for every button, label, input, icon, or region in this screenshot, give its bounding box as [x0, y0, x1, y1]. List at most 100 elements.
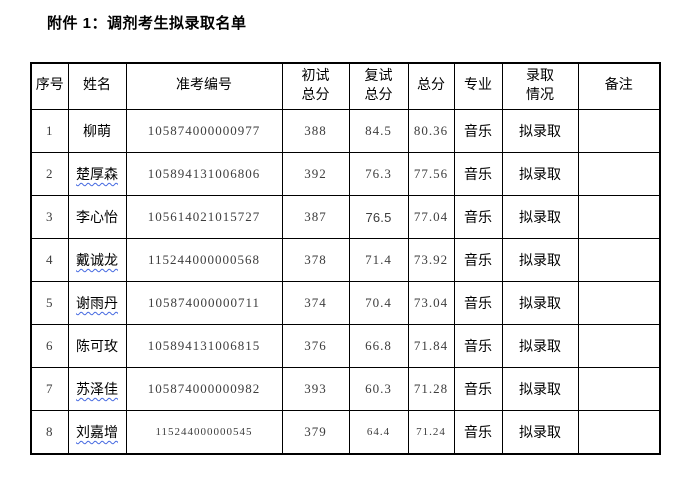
- cell-major: 音乐: [453, 367, 503, 411]
- cell-admission-status: 拟录取: [501, 367, 579, 411]
- col-header-major: 专业: [453, 62, 503, 110]
- student-name-misspell-flagged: 楚厚森: [76, 168, 118, 183]
- table-body: 1 柳萌 105874000000977 388 84.5 80.36 音乐 拟录取 2 楚厚森 1…: [30, 109, 661, 455]
- col-header-admission-status: 录取 情况: [501, 62, 579, 110]
- student-name: 柳萌: [83, 125, 111, 140]
- table-row: 6 陈可玫 105894131006815 376 66.8 71.84 音乐 拟录取: [30, 324, 661, 368]
- cell-admission-status: 拟录取: [501, 324, 579, 368]
- student-name-misspell-flagged: 戴诚龙: [76, 254, 118, 269]
- cell-ticket-number: 105894131006815: [125, 324, 283, 368]
- student-name-misspell-flagged: 苏泽佳: [76, 383, 118, 398]
- cell-serial-no: 5: [30, 281, 69, 325]
- table-row: 4 戴诚龙 115244000000568 378 71.4 73.92 音乐 拟录取: [30, 238, 661, 282]
- cell-admission-status: 拟录取: [501, 238, 579, 282]
- cell-student-name: 刘嘉增: [67, 410, 127, 455]
- cell-total-score: 73.92: [407, 238, 455, 282]
- cell-initial-score: 376: [281, 324, 350, 368]
- cell-admission-status: 拟录取: [501, 152, 579, 196]
- cell-student-name: 李心怡: [67, 195, 127, 239]
- cell-major: 音乐: [453, 410, 503, 455]
- cell-student-name: 苏泽佳: [67, 367, 127, 411]
- cell-serial-no: 2: [30, 152, 69, 196]
- cell-total-score: 71.24: [407, 410, 455, 455]
- page-title: 附件 1：调剂考生拟录取名单: [47, 15, 247, 32]
- cell-total-score: 71.28: [407, 367, 455, 411]
- cell-retest-score: 64.4: [348, 410, 409, 455]
- cell-student-name: 陈可玫: [67, 324, 127, 368]
- cell-retest-score: 70.4: [348, 281, 409, 325]
- cell-initial-score: 393: [281, 367, 350, 411]
- cell-remark: [577, 367, 661, 411]
- table-row: 3 李心怡 105614021015727 387 76.5 77.04 音乐 拟录取: [30, 195, 661, 239]
- col-header-initial-score: 初试 总分: [281, 62, 350, 110]
- col-header-total-score: 总分: [407, 62, 455, 110]
- cell-total-score: 77.56: [407, 152, 455, 196]
- cell-initial-score: 387: [281, 195, 350, 239]
- cell-remark: [577, 324, 661, 368]
- col-header-ticket-number: 准考编号: [125, 62, 283, 110]
- cell-major: 音乐: [453, 195, 503, 239]
- cell-retest-score: 76.3: [348, 152, 409, 196]
- cell-total-score: 80.36: [407, 109, 455, 153]
- cell-remark: [577, 109, 661, 153]
- cell-retest-score: 76.5: [348, 195, 409, 239]
- col-header-name: 姓名: [67, 62, 127, 110]
- cell-initial-score: 378: [281, 238, 350, 282]
- cell-major: 音乐: [453, 324, 503, 368]
- cell-major: 音乐: [453, 238, 503, 282]
- cell-ticket-number: 105614021015727: [125, 195, 283, 239]
- cell-student-name: 谢雨丹: [67, 281, 127, 325]
- cell-serial-no: 1: [30, 109, 69, 153]
- cell-major: 音乐: [453, 281, 503, 325]
- cell-admission-status: 拟录取: [501, 281, 579, 325]
- col-header-retest-score: 复试 总分: [348, 62, 409, 110]
- cell-remark: [577, 195, 661, 239]
- student-name: 李心怡: [76, 211, 118, 226]
- table-row: 5 谢雨丹 105874000000711 374 70.4 73.04 音乐 拟录取: [30, 281, 661, 325]
- cell-ticket-number: 105874000000982: [125, 367, 283, 411]
- cell-remark: [577, 410, 661, 455]
- cell-initial-score: 388: [281, 109, 350, 153]
- col-header-serial-no: 序号: [30, 62, 69, 110]
- cell-retest-score: 84.5: [348, 109, 409, 153]
- cell-remark: [577, 281, 661, 325]
- cell-ticket-number: 105894131006806: [125, 152, 283, 196]
- cell-ticket-number: 105874000000711: [125, 281, 283, 325]
- cell-admission-status: 拟录取: [501, 109, 579, 153]
- cell-serial-no: 4: [30, 238, 69, 282]
- cell-initial-score: 379: [281, 410, 350, 455]
- table-row: 8 刘嘉增 115244000000545 379 64.4 71.24 音乐 拟录取: [30, 410, 661, 455]
- cell-serial-no: 7: [30, 367, 69, 411]
- cell-retest-score: 71.4: [348, 238, 409, 282]
- cell-major: 音乐: [453, 152, 503, 196]
- student-name-misspell-flagged: 刘嘉增: [76, 426, 118, 441]
- cell-remark: [577, 238, 661, 282]
- cell-retest-score: 66.8: [348, 324, 409, 368]
- cell-remark: [577, 152, 661, 196]
- cell-admission-status: 拟录取: [501, 410, 579, 455]
- table-row: 7 苏泽佳 105874000000982 393 60.3 71.28 音乐 拟录取: [30, 367, 661, 411]
- cell-serial-no: 8: [30, 410, 69, 455]
- cell-student-name: 柳萌: [67, 109, 127, 153]
- cell-ticket-number: 115244000000568: [125, 238, 283, 282]
- cell-student-name: 楚厚森: [67, 152, 127, 196]
- header-row: 序号 姓名 准考编号 初试 总分 复试 总分 总分 专业 录取 情况 备注: [30, 62, 661, 110]
- cell-student-name: 戴诚龙: [67, 238, 127, 282]
- table-row: 2 楚厚森 105894131006806 392 76.3 77.56 音乐 拟录取: [30, 152, 661, 196]
- cell-total-score: 77.04: [407, 195, 455, 239]
- cell-total-score: 71.84: [407, 324, 455, 368]
- cell-ticket-number: 105874000000977: [125, 109, 283, 153]
- col-header-remarks: 备注: [577, 62, 661, 110]
- student-name: 陈可玫: [76, 340, 118, 355]
- cell-admission-status: 拟录取: [501, 195, 579, 239]
- cell-initial-score: 392: [281, 152, 350, 196]
- cell-retest-score: 60.3: [348, 367, 409, 411]
- cell-major: 音乐: [453, 109, 503, 153]
- cell-total-score: 73.04: [407, 281, 455, 325]
- cell-ticket-number: 115244000000545: [125, 410, 283, 455]
- cell-serial-no: 6: [30, 324, 69, 368]
- cell-initial-score: 374: [281, 281, 350, 325]
- table-row: 1 柳萌 105874000000977 388 84.5 80.36 音乐 拟录取: [30, 109, 661, 153]
